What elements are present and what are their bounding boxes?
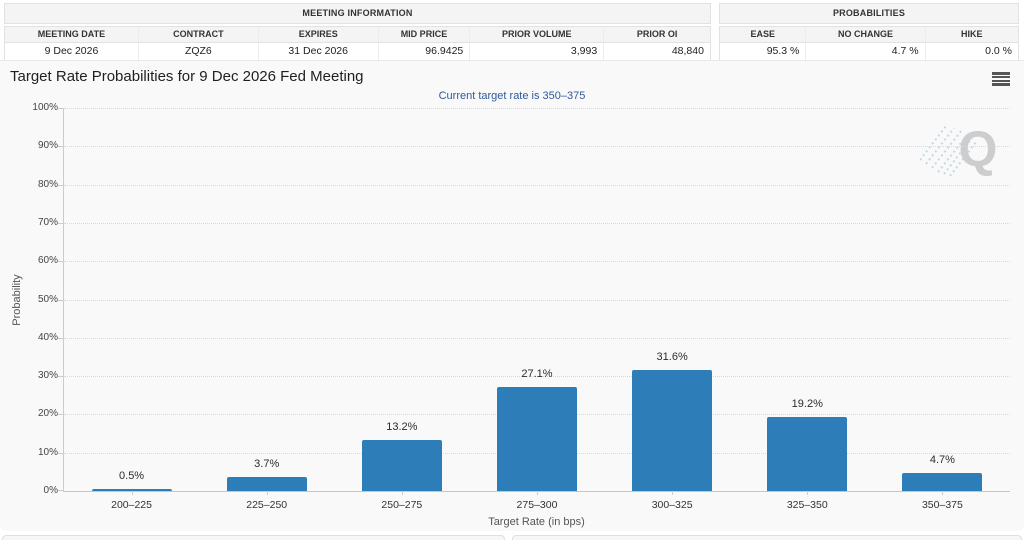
contract-value: ZQZ6 bbox=[138, 43, 259, 60]
col-header-meeting-date: MEETING DATE bbox=[5, 27, 139, 43]
col-header-no-change: NO CHANGE bbox=[806, 27, 926, 43]
gridline-80 bbox=[64, 184, 1010, 186]
bar-value-label: 13.2% bbox=[386, 421, 418, 434]
x-axis-tick bbox=[401, 491, 403, 495]
chart-bar-225–250[interactable] bbox=[226, 476, 307, 491]
x-axis-tick bbox=[942, 491, 944, 495]
chart-title: Target Rate Probabilities for 9 Dec 2026… bbox=[10, 68, 364, 85]
x-axis-category-label: 350–375 bbox=[921, 499, 963, 511]
y-axis-tick bbox=[58, 376, 64, 378]
y-axis-tick-label: 60% bbox=[37, 255, 58, 267]
bar-value-label: 19.2% bbox=[791, 398, 823, 411]
y-axis-tick-label: 40% bbox=[37, 331, 58, 343]
gridline-30 bbox=[64, 376, 1010, 378]
meeting-information-table: MEETING INFORMATION MEETING DATE CONTRAC… bbox=[4, 3, 711, 61]
bar-value-label: 31.6% bbox=[656, 350, 688, 363]
fedwatch-chart-panel: Target Rate Probabilities for 9 Dec 2026… bbox=[0, 60, 1024, 531]
col-header-prior-volume: PRIOR VOLUME bbox=[470, 27, 605, 43]
x-axis-category-label: 225–250 bbox=[246, 499, 288, 511]
bar-value-label: 4.7% bbox=[929, 453, 955, 466]
watermark-q-text: Q bbox=[959, 121, 998, 177]
x-axis-category-label: 275–300 bbox=[516, 499, 558, 511]
gridline-100 bbox=[64, 108, 1010, 109]
expires-value: 31 Dec 2026 bbox=[258, 43, 379, 60]
chart-bar-250–275[interactable] bbox=[361, 440, 442, 491]
probabilities-table: PROBABILITIES EASE NO CHANGE HIKE 95.3 %… bbox=[719, 3, 1019, 61]
col-header-ease: EASE bbox=[720, 27, 807, 43]
y-axis-tick bbox=[58, 222, 64, 224]
x-axis-category-label: 250–275 bbox=[381, 499, 423, 511]
y-axis-tick bbox=[58, 337, 64, 339]
prior-volume-value: 3,993 bbox=[470, 43, 605, 60]
chart-context-menu-button[interactable] bbox=[992, 71, 1010, 87]
y-axis-tick-label: 90% bbox=[37, 140, 58, 152]
plot-area: Q 0% 10% 20% 30% 40% 50% 60% 70% 80% 90% 100% 0.5% 2… bbox=[32, 102, 1010, 511]
y-axis-tick bbox=[58, 414, 64, 416]
y-axis-tick bbox=[58, 184, 64, 186]
col-header-contract: CONTRACT bbox=[138, 27, 259, 43]
hamburger-icon bbox=[992, 72, 1010, 75]
col-header-prior-oi: PRIOR OI bbox=[604, 27, 710, 43]
meeting-information-title: MEETING INFORMATION bbox=[4, 3, 711, 24]
y-axis-tick-label: 0% bbox=[43, 485, 58, 496]
x-axis-category-label: 325–350 bbox=[786, 499, 828, 511]
bar-value-label: 3.7% bbox=[254, 457, 280, 470]
gridline-60 bbox=[64, 261, 1010, 263]
next-section-edge-left bbox=[2, 535, 505, 540]
y-axis-tick bbox=[58, 299, 64, 301]
ease-value: 95.3 % bbox=[720, 43, 807, 60]
x-axis-title: Target Rate (in bps) bbox=[488, 516, 585, 528]
y-axis-tick bbox=[58, 146, 64, 148]
chart-subtitle: Current target rate is 350–375 bbox=[438, 90, 586, 102]
x-axis-tick bbox=[537, 491, 538, 495]
next-section-edge-right bbox=[512, 535, 1022, 540]
col-header-hike: HIKE bbox=[925, 27, 1018, 43]
chart-bar-350–375[interactable] bbox=[902, 473, 983, 491]
chart-bar-300–325[interactable] bbox=[632, 369, 713, 491]
x-axis-tick bbox=[131, 491, 133, 495]
gridline-90 bbox=[64, 146, 1010, 148]
meeting-information-grid: MEETING DATE CONTRACT EXPIRES MID PRICE … bbox=[4, 26, 711, 61]
bar-value-label: 0.5% bbox=[119, 469, 145, 482]
quikstrike-watermark-icon: Q bbox=[920, 121, 998, 177]
y-axis-tick bbox=[58, 452, 64, 454]
meeting-date-value: 9 Dec 2026 bbox=[5, 43, 139, 60]
y-axis-tick-label: 80% bbox=[37, 178, 58, 190]
x-axis-category-label: 200–225 bbox=[111, 499, 152, 511]
y-axis-tick-label: 20% bbox=[37, 408, 58, 420]
y-axis-tick-label: 50% bbox=[37, 293, 58, 305]
probabilities-title: PROBABILITIES bbox=[719, 3, 1019, 24]
y-axis-tick-label: 70% bbox=[37, 216, 58, 228]
col-header-expires: EXPIRES bbox=[258, 27, 379, 43]
y-axis-tick bbox=[58, 108, 64, 109]
prior-oi-value: 48,840 bbox=[604, 43, 710, 60]
gridline-40 bbox=[64, 337, 1010, 339]
col-header-mid-price: MID PRICE bbox=[378, 27, 471, 43]
mid-price-value: 96.9425 bbox=[378, 43, 471, 60]
gridline-50 bbox=[64, 299, 1010, 301]
y-axis-tick bbox=[58, 261, 64, 263]
hike-value: 0.0 % bbox=[925, 43, 1018, 60]
x-axis-category-label: 300–325 bbox=[651, 499, 693, 511]
summary-tables: MEETING INFORMATION MEETING DATE CONTRAC… bbox=[4, 3, 1019, 61]
chart-bar-275–300[interactable] bbox=[497, 387, 577, 491]
bar-value-label: 27.1% bbox=[521, 368, 553, 381]
x-axis-tick bbox=[266, 491, 268, 495]
x-axis-tick bbox=[807, 491, 809, 495]
no-change-value: 4.7 % bbox=[806, 43, 926, 60]
probabilities-grid: EASE NO CHANGE HIKE 95.3 % 4.7 % 0.0 % bbox=[719, 26, 1019, 61]
y-axis-tick bbox=[58, 490, 64, 491]
chart-bar-325–350[interactable] bbox=[767, 417, 848, 491]
y-axis-tick-label: 100% bbox=[32, 102, 58, 113]
gridline-70 bbox=[64, 222, 1010, 224]
y-axis-tick-label: 30% bbox=[37, 370, 58, 382]
chart-bar-200–225[interactable] bbox=[91, 488, 172, 491]
x-axis-tick bbox=[672, 491, 674, 495]
y-axis-tick-label: 10% bbox=[37, 446, 58, 458]
